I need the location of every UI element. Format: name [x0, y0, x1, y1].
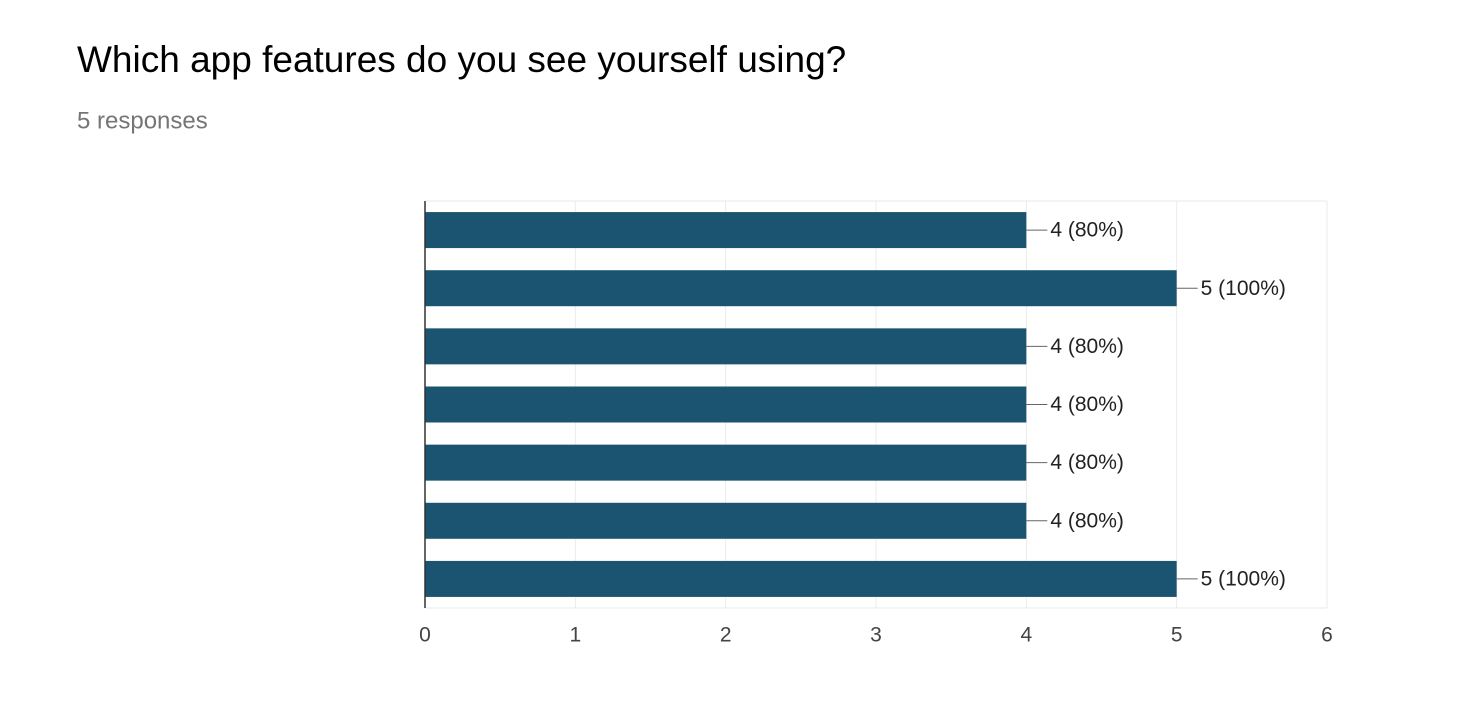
- x-tick-label: 5: [1171, 624, 1183, 647]
- x-tick-label: 2: [720, 624, 732, 647]
- value-label: 4 (80%): [1050, 509, 1124, 532]
- bar: [425, 328, 1027, 365]
- chart-title: Which app features do you see yourself u…: [77, 39, 846, 80]
- bar: [425, 212, 1027, 249]
- x-tick-label: 0: [419, 624, 431, 647]
- bar: [425, 502, 1027, 539]
- bar: [425, 270, 1177, 307]
- bar: [425, 386, 1027, 423]
- value-label: 4 (80%): [1050, 219, 1124, 242]
- value-label: 4 (80%): [1050, 335, 1124, 358]
- x-tick-label: 4: [1020, 624, 1032, 647]
- value-label: 4 (80%): [1050, 451, 1124, 474]
- x-tick-label: 1: [569, 624, 581, 647]
- value-label: 5 (100%): [1201, 277, 1286, 300]
- x-tick-label: 6: [1321, 624, 1333, 647]
- value-label: 4 (80%): [1050, 393, 1124, 416]
- bar: [425, 444, 1027, 481]
- bar: [425, 560, 1177, 597]
- chart-subtitle: 5 responses: [77, 107, 208, 134]
- value-label: 5 (100%): [1201, 567, 1286, 590]
- x-tick-label: 3: [870, 624, 882, 647]
